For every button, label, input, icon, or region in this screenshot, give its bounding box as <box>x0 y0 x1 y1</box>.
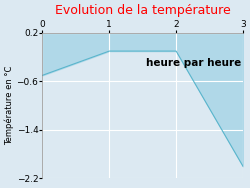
Y-axis label: Température en °C: Température en °C <box>4 66 14 145</box>
Title: Evolution de la température: Evolution de la température <box>55 4 231 17</box>
Text: heure par heure: heure par heure <box>146 58 241 68</box>
